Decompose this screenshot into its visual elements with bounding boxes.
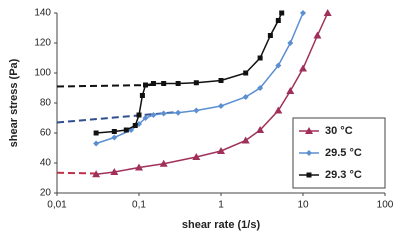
point	[257, 85, 264, 91]
y-tick-label: 40	[40, 158, 52, 169]
y-tick-label: 120	[34, 38, 51, 49]
point	[287, 40, 294, 46]
x-tick-label: 0,1	[132, 200, 146, 211]
point	[111, 129, 117, 134]
point	[150, 112, 157, 118]
chart: shear rate (1/s) shear stress (Pa) 20 40 6…	[8, 8, 394, 231]
point	[175, 109, 182, 116]
point	[159, 159, 168, 167]
x-axis-title: shear rate (1/s)	[182, 219, 261, 231]
point	[313, 31, 322, 39]
x-tick-label: 100	[377, 200, 394, 211]
point	[139, 93, 145, 98]
y-tick-label: 60	[40, 128, 52, 139]
y-tick-label: 20	[40, 188, 52, 199]
series-line	[96, 12, 283, 134]
point	[111, 134, 118, 141]
point	[275, 62, 282, 69]
point	[218, 103, 224, 109]
point	[135, 163, 143, 171]
point	[217, 147, 225, 154]
point	[242, 94, 249, 100]
x-tick-label: 10	[297, 200, 309, 211]
point	[193, 80, 199, 86]
point	[275, 18, 281, 23]
x-tick-label: 1	[218, 200, 224, 211]
point	[92, 170, 101, 178]
point	[241, 136, 250, 144]
point	[267, 33, 273, 38]
point	[93, 130, 99, 136]
x-tick-label: 0,01	[47, 200, 67, 211]
y-tick-label: 140	[34, 8, 51, 19]
point	[257, 55, 263, 61]
point	[243, 70, 249, 76]
point	[193, 107, 200, 114]
point	[161, 81, 167, 86]
legend-label: 29.3 °C	[325, 169, 362, 181]
point	[123, 127, 129, 133]
point	[110, 168, 119, 175]
point	[142, 115, 149, 121]
y-axis-title: shear stress (Pa)	[8, 58, 20, 147]
extrapolation-line	[56, 84, 154, 88]
point	[274, 106, 283, 114]
point	[136, 112, 142, 118]
point	[150, 81, 156, 86]
extrapolation-line	[56, 171, 97, 175]
point	[256, 126, 265, 133]
point	[279, 10, 285, 16]
legend-marker	[306, 172, 312, 178]
point	[192, 153, 201, 160]
legend-marker	[305, 127, 313, 134]
point	[175, 81, 181, 86]
point	[132, 123, 138, 128]
legend-marker	[306, 150, 312, 156]
point	[286, 87, 295, 94]
point	[142, 82, 148, 88]
y-tick-label: 100	[34, 68, 51, 79]
point	[218, 78, 224, 83]
point	[93, 140, 100, 147]
point	[160, 110, 167, 117]
y-tick-label: 80	[40, 98, 52, 109]
point	[323, 9, 332, 16]
legend-label: 30 °C	[325, 125, 353, 137]
legend-label: 29.5 °C	[325, 147, 362, 159]
point	[300, 10, 306, 16]
point	[299, 64, 307, 72]
